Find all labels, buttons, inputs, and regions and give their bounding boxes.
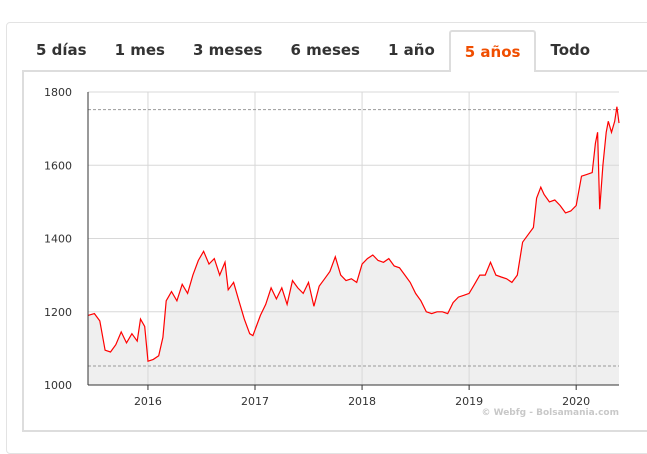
- y-tick-label: 1600: [44, 159, 72, 172]
- x-tick-label: 2017: [241, 395, 269, 408]
- tab-1-ano[interactable]: 1 año: [387, 41, 435, 59]
- credit-text: © Webfg - Bolsamania.com: [481, 408, 619, 418]
- period-tabs: 5 días 1 mes 3 meses 6 meses 1 año 5 año…: [22, 30, 604, 72]
- y-tick-label: 1200: [44, 306, 72, 319]
- y-tick-label: 1000: [44, 379, 72, 392]
- area-fill: [88, 106, 619, 385]
- x-tick-label: 2018: [348, 395, 376, 408]
- y-tick-label: 1400: [44, 233, 72, 246]
- tab-6-meses[interactable]: 6 meses: [290, 41, 360, 59]
- x-tick-label: 2020: [562, 395, 590, 408]
- y-tick-label: 1800: [44, 86, 72, 99]
- price-chart: 1000 1200 1400 1600 1800 2016 2017 2018 2019 2020…: [44, 86, 620, 418]
- price-line: [87, 106, 620, 363]
- tab-todo[interactable]: Todo: [550, 41, 591, 59]
- x-tick-label: 2019: [455, 395, 483, 408]
- tab-1-mes[interactable]: 1 mes: [114, 41, 165, 59]
- tab-3-meses[interactable]: 3 meses: [192, 41, 263, 59]
- tab-5-anos[interactable]: 5 años: [448, 30, 537, 72]
- x-tick-label: 2016: [134, 395, 162, 408]
- tab-5-dias[interactable]: 5 días: [36, 41, 87, 59]
